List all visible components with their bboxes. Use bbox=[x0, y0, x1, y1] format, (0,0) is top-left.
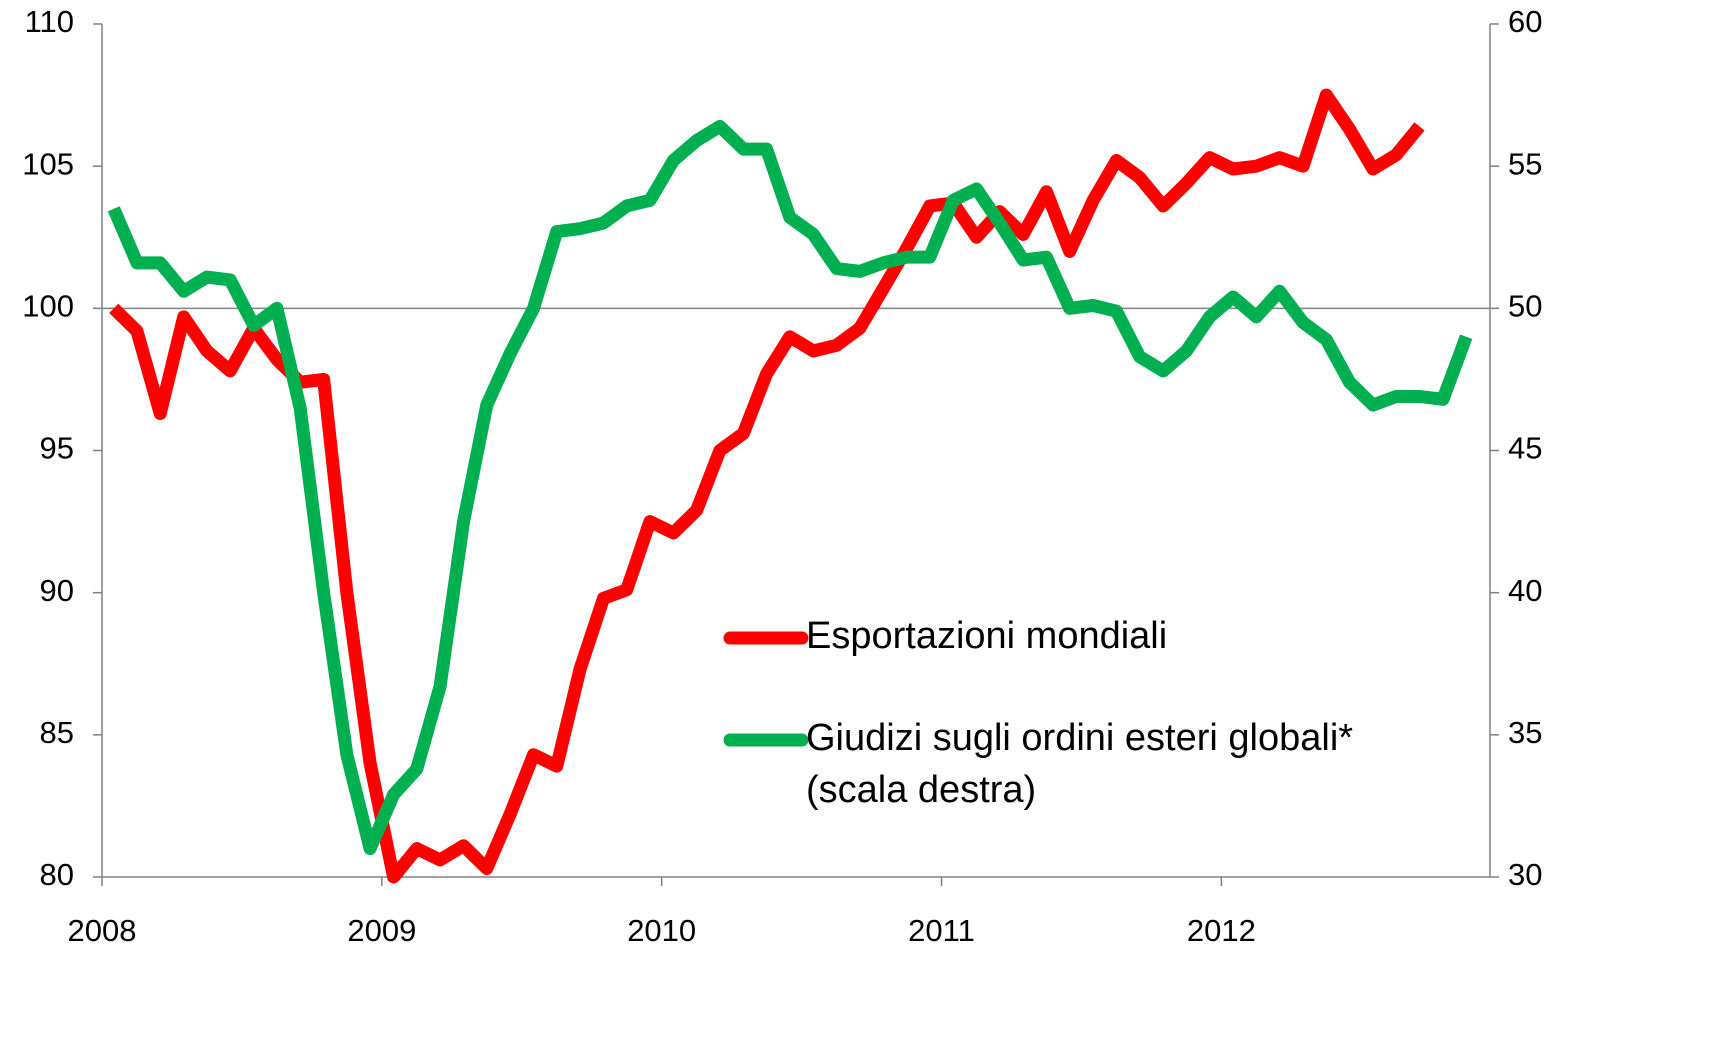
y-tick-label: 95 bbox=[40, 431, 74, 466]
y-tick-label: 80 bbox=[40, 857, 74, 892]
legend-label: Esportazioni mondiali bbox=[806, 615, 1167, 657]
y-tick-label: 105 bbox=[22, 146, 74, 181]
legend-label: Giudizi sugli ordini esteri globali* (sca… bbox=[806, 717, 1353, 811]
series-line bbox=[109, 88, 1425, 884]
y2-tick-label: 55 bbox=[1508, 146, 1542, 181]
series-line bbox=[107, 119, 1473, 856]
y-tick-label: 100 bbox=[22, 289, 74, 324]
y2-tick-label: 50 bbox=[1508, 289, 1542, 324]
legend-label-line: (scala destra) bbox=[806, 769, 1036, 811]
x-tick-label: 2009 bbox=[347, 913, 416, 948]
x-tick-label: 2011 bbox=[908, 913, 975, 948]
y2-tick-label: 30 bbox=[1508, 857, 1542, 892]
y-tick-label: 110 bbox=[25, 4, 74, 39]
y2-tick-label: 60 bbox=[1508, 4, 1542, 39]
x-tick-label: 2012 bbox=[1187, 913, 1256, 948]
y2-tick-label: 40 bbox=[1508, 573, 1542, 608]
legend-label-line: Esportazioni mondiali bbox=[806, 615, 1167, 657]
y2-tick-label: 45 bbox=[1508, 431, 1542, 466]
y-tick-label: 85 bbox=[40, 715, 74, 750]
y2-tick-label: 35 bbox=[1508, 715, 1542, 750]
x-tick-label: 2010 bbox=[627, 913, 696, 948]
y-tick-label: 90 bbox=[40, 573, 74, 608]
x-tick-label: 2008 bbox=[68, 913, 137, 948]
legend-label-line: Giudizi sugli ordini esteri globali* bbox=[806, 717, 1353, 759]
